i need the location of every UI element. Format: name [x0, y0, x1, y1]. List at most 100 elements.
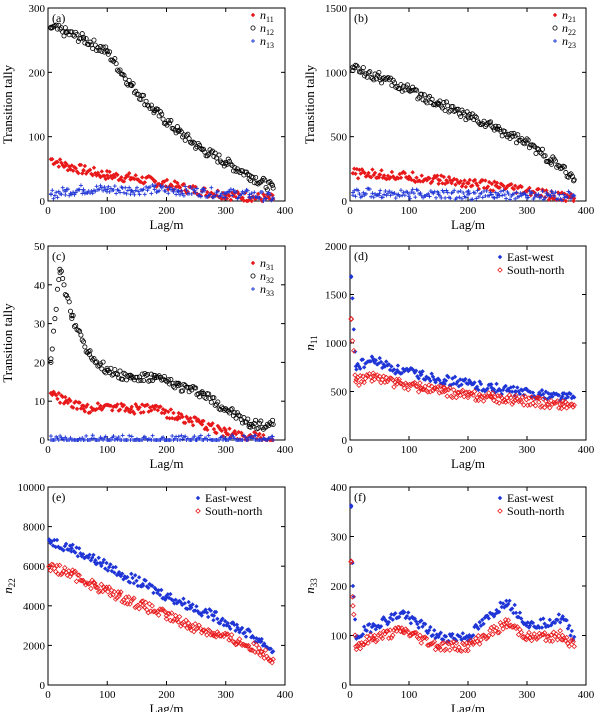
data-point — [406, 610, 411, 615]
data-point — [500, 626, 506, 632]
data-point — [476, 626, 481, 631]
data-point — [172, 612, 179, 619]
data-point — [195, 391, 201, 397]
data-point — [260, 189, 265, 194]
data-point — [367, 69, 373, 75]
data-point — [233, 415, 239, 421]
data-point — [90, 433, 95, 438]
data-point — [57, 26, 63, 32]
data-point — [422, 621, 428, 627]
data-point — [78, 551, 83, 556]
legend-marker — [250, 25, 256, 31]
data-point — [427, 194, 432, 199]
data-point — [52, 438, 57, 442]
data-point — [505, 617, 512, 623]
data-point — [424, 642, 431, 648]
data-point — [348, 559, 354, 565]
data-point — [236, 636, 243, 642]
data-point — [350, 296, 355, 301]
data-point — [557, 627, 563, 634]
data-point — [568, 391, 573, 397]
data-point — [207, 192, 212, 197]
data-point — [467, 391, 474, 397]
data-point — [508, 607, 514, 612]
data-point — [461, 190, 466, 195]
y-tick-label: 20 — [34, 357, 46, 369]
panel-label: (e) — [52, 490, 65, 504]
data-point — [190, 602, 195, 607]
data-point — [60, 276, 66, 282]
data-point — [234, 622, 240, 627]
data-point — [228, 632, 235, 638]
data-point — [375, 72, 381, 78]
data-point — [559, 190, 565, 195]
data-point — [452, 108, 458, 114]
data-point — [108, 587, 115, 594]
data-point — [462, 111, 468, 117]
data-point — [524, 386, 529, 392]
data-point — [159, 111, 165, 117]
data-point — [366, 170, 371, 176]
data-point — [77, 187, 82, 192]
data-point — [484, 188, 489, 193]
data-point — [97, 44, 103, 50]
data-point — [149, 408, 154, 413]
data-point — [164, 415, 170, 421]
data-point — [80, 171, 85, 176]
data-point — [547, 617, 552, 623]
data-point — [441, 647, 448, 654]
data-point — [477, 619, 482, 625]
data-point — [60, 394, 65, 400]
legend-entry: South-north — [205, 504, 262, 518]
data-point — [450, 631, 455, 637]
data-point — [144, 584, 150, 589]
data-point — [204, 610, 210, 615]
data-point — [129, 434, 134, 439]
data-point — [62, 25, 68, 31]
data-point — [68, 167, 73, 172]
data-point — [95, 561, 100, 566]
data-point — [97, 438, 102, 442]
data-point — [487, 393, 493, 400]
data-point — [527, 623, 533, 628]
data-point — [61, 33, 67, 39]
data-point — [563, 634, 570, 641]
y-tick-label: 2000 — [325, 241, 348, 253]
data-point — [376, 69, 382, 75]
data-point — [97, 560, 103, 566]
legend-marker — [497, 267, 503, 273]
data-point — [554, 637, 561, 643]
data-point — [56, 164, 61, 169]
legend-entry: n33 — [260, 282, 274, 298]
data-point — [115, 172, 120, 178]
data-point — [536, 186, 541, 192]
data-point — [384, 176, 389, 182]
data-point — [461, 393, 467, 400]
data-point — [254, 636, 259, 641]
data-point — [48, 191, 53, 196]
data-point — [544, 397, 550, 402]
data-point — [378, 359, 384, 365]
data-point — [539, 403, 545, 409]
data-point — [353, 643, 359, 650]
data-point — [179, 433, 184, 438]
data-point — [502, 192, 507, 197]
data-point — [67, 193, 72, 198]
data-point — [530, 620, 536, 626]
data-point — [514, 624, 521, 630]
y-tick-label: 10000 — [18, 482, 46, 494]
data-point — [380, 195, 385, 200]
data-point — [55, 159, 60, 165]
data-point — [467, 177, 472, 183]
data-point — [106, 564, 112, 570]
data-point — [567, 194, 572, 200]
data-point — [436, 181, 441, 186]
y-axis-label: n33 — [302, 578, 319, 594]
data-point — [557, 401, 563, 408]
data-point — [119, 175, 124, 180]
data-point — [458, 388, 465, 395]
data-point — [257, 195, 262, 200]
data-point — [394, 370, 399, 375]
legend-marker — [552, 25, 558, 31]
data-point — [489, 382, 494, 387]
